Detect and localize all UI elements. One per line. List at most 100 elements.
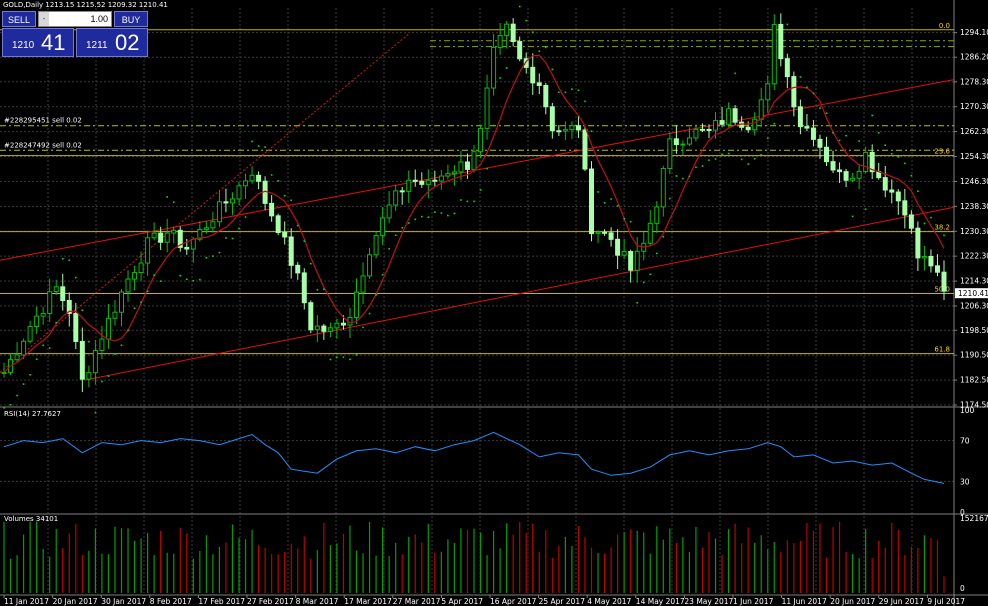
psar-dot (349, 358, 351, 361)
price-tick-label: 1174.50 (960, 401, 988, 410)
ma-line (3, 54, 945, 373)
candle-body (667, 138, 673, 169)
psar-dot (153, 274, 155, 276)
psar-dot (551, 68, 554, 71)
candle-body (615, 238, 621, 256)
psar-dot (127, 329, 129, 332)
price-tick-label: 1206.30 (960, 301, 988, 310)
candle-body (112, 311, 118, 319)
psar-dot (42, 344, 44, 347)
psar-dot (662, 235, 665, 238)
candle-body (406, 179, 412, 192)
candle-body (210, 221, 216, 229)
candles (1, 13, 947, 393)
time-tick-label: 29 Jun 2017 (879, 597, 924, 606)
psar-dot (81, 309, 84, 312)
psar-dot (623, 218, 625, 220)
candle-body (830, 161, 836, 171)
psar-dot (910, 174, 913, 177)
candle-body (458, 161, 464, 173)
time-tick-label: 9 Jul 2017 (927, 597, 965, 606)
psar-dot (649, 273, 652, 276)
psar-dot (747, 163, 749, 165)
candle-body (575, 125, 581, 131)
candle-body (73, 312, 79, 342)
psar-dot (270, 174, 273, 176)
candle-body (327, 327, 333, 332)
buy-price-small: 1211 (86, 40, 108, 51)
candle-body (713, 120, 719, 131)
candle-body (451, 171, 457, 175)
psar-dot (642, 281, 645, 284)
psar-dot (290, 199, 293, 202)
price-tick-label: 1246.30 (960, 177, 988, 186)
psar-dot (799, 76, 802, 78)
psar-dot (257, 145, 260, 147)
candle-body (138, 262, 144, 274)
buy-price-box[interactable]: 1211 02 (76, 28, 148, 57)
time-tick-label: 27 Feb 2017 (247, 597, 294, 606)
psar-dot (166, 196, 168, 198)
psar-dot (48, 347, 51, 349)
time-tick-label: 23 May 2017 (684, 597, 733, 606)
psar-dot (590, 130, 593, 133)
candle-body (921, 255, 927, 259)
candle-body (804, 126, 810, 129)
psar-dot (434, 211, 436, 213)
order-lines[interactable]: #228295451 sell 0.02 #228247492 sell 0.02 (0, 40, 954, 151)
psar-dot (845, 134, 847, 137)
candle-body (105, 317, 111, 340)
trend-lines[interactable] (0, 32, 955, 381)
psar-dot (218, 251, 221, 254)
candle-body (726, 108, 732, 125)
psar-dot (753, 157, 756, 160)
price-tick-label: 1190.50 (960, 351, 988, 360)
psar-dot (114, 353, 116, 355)
price-axis: 1294.10 1286.20 1278.30 1270.30 1262.30 1254.… (954, 28, 988, 593)
candle-body (282, 232, 288, 238)
psar-dot (505, 67, 508, 69)
lot-decrease-button[interactable]: - (39, 12, 49, 26)
psar-dot (806, 86, 808, 89)
candle-body (915, 227, 921, 259)
psar-dot (342, 356, 345, 358)
fibonacci-levels[interactable]: 0.023.638.250.061.8 (0, 22, 954, 355)
trend-line-lower (84, 206, 955, 381)
price-tick-label: 1270.30 (960, 102, 988, 111)
psar-dot (486, 167, 488, 170)
candle-body (758, 99, 764, 120)
psar-dot (336, 356, 338, 359)
candle-body (889, 189, 895, 193)
lot-size-input[interactable]: - 1.00 (38, 11, 112, 27)
psar-dot (244, 216, 247, 218)
candle-body (119, 291, 124, 313)
candle-body (647, 222, 653, 244)
psar-dot (225, 237, 227, 239)
time-tick-label: 8 Mar 2017 (296, 597, 339, 606)
psar-dot (61, 257, 64, 260)
candle-body (86, 372, 92, 380)
psar-dot (479, 189, 482, 191)
candle-body (21, 340, 27, 356)
psar-dot (923, 222, 926, 225)
buy-button[interactable]: BUY (114, 11, 148, 27)
candle-body (497, 35, 503, 48)
candle-body (360, 275, 366, 293)
one-click-trading-panel: SELL - 1.00 BUY 1210 41 1211 02 (2, 11, 148, 58)
psar-dot (238, 227, 240, 230)
candle-body (464, 161, 470, 170)
psar-dot (401, 226, 403, 229)
candle-body (608, 232, 614, 240)
price-tick-label: 1294.10 (960, 28, 988, 37)
psar-dot (734, 72, 736, 75)
sell-button[interactable]: SELL (2, 11, 36, 27)
psar-dot (192, 279, 195, 282)
candle-body (367, 254, 373, 277)
psar-dot (793, 39, 795, 42)
candle-body (810, 127, 816, 140)
psar-dot (88, 340, 90, 343)
psar-dot (904, 162, 906, 165)
sell-price-box[interactable]: 1210 41 (2, 28, 74, 57)
candle-body (602, 231, 608, 234)
